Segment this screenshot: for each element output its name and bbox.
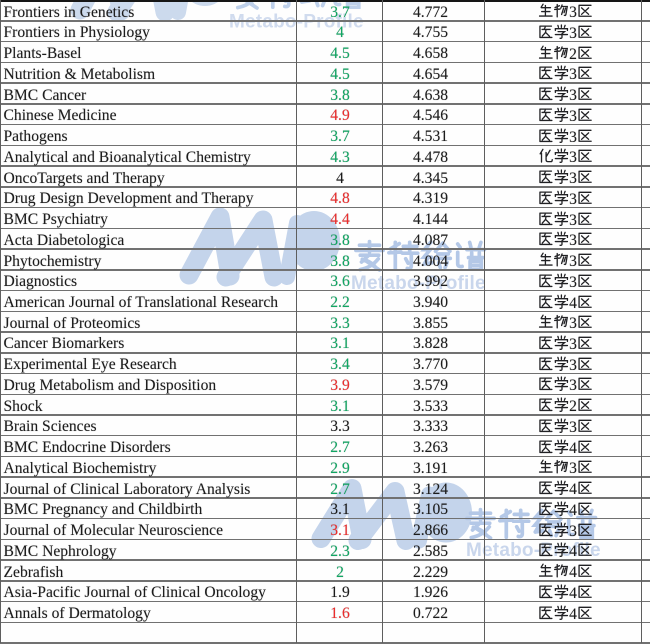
svg-text:3: 3: [569, 4, 577, 20]
svg-text:4: 4: [569, 481, 577, 497]
svg-text:4: 4: [569, 543, 577, 559]
svg-text:3: 3: [569, 87, 577, 103]
svg-text:3: 3: [569, 25, 577, 41]
svg-text:3: 3: [569, 460, 577, 476]
svg-text:3: 3: [569, 315, 577, 331]
svg-text:3: 3: [569, 191, 577, 207]
svg-text:3: 3: [569, 419, 577, 435]
svg-text:3: 3: [569, 336, 577, 352]
svg-text:3: 3: [569, 66, 577, 82]
svg-text:3: 3: [569, 170, 577, 186]
svg-text:4: 4: [569, 564, 577, 580]
svg-text:3: 3: [569, 273, 577, 289]
svg-text:2: 2: [569, 45, 577, 61]
svg-text:3: 3: [569, 211, 577, 227]
svg-text:3: 3: [569, 253, 577, 269]
svg-text:4: 4: [569, 439, 577, 455]
svg-text:3: 3: [569, 522, 577, 538]
svg-text:3: 3: [569, 149, 577, 165]
svg-text:3: 3: [569, 128, 577, 144]
svg-text:3: 3: [569, 356, 577, 372]
svg-text:Metabo-Profile: Metabo-Profile: [466, 540, 601, 561]
svg-text:4: 4: [569, 502, 577, 518]
svg-text:Metabo-Profile: Metabo-Profile: [351, 273, 486, 294]
svg-text:4: 4: [569, 605, 577, 621]
svg-text:2: 2: [569, 398, 577, 414]
svg-text:3: 3: [569, 377, 577, 393]
svg-text:3: 3: [569, 108, 577, 124]
svg-text:3: 3: [569, 232, 577, 248]
svg-text:4: 4: [569, 294, 577, 310]
svg-text:4: 4: [569, 585, 577, 601]
